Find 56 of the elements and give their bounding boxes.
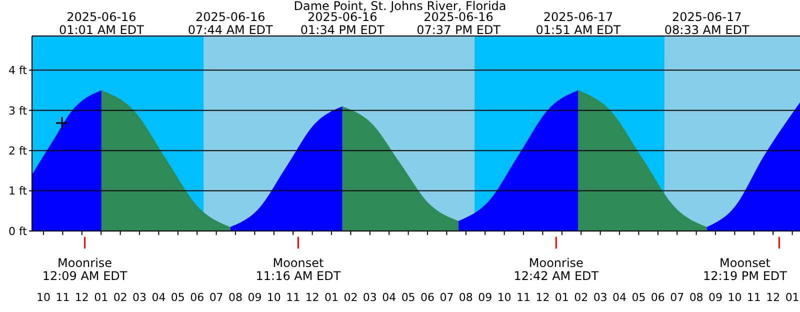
- x-tick-label: 02: [344, 290, 358, 304]
- x-tick-label: 01: [554, 290, 569, 304]
- x-tick-label: 09: [248, 290, 262, 304]
- x-tick-label: 06: [190, 290, 204, 304]
- x-tick-label: 11: [746, 290, 761, 304]
- x-tick-label: 08: [228, 290, 243, 304]
- x-tick-label: 04: [612, 290, 627, 304]
- x-tick-label: 10: [728, 290, 742, 304]
- x-tick-label: 07: [670, 290, 684, 304]
- x-tick-label: 08: [689, 290, 704, 304]
- x-tick-label: 03: [362, 290, 377, 304]
- x-tick-label: 03: [593, 290, 608, 304]
- x-tick-label: 01: [785, 290, 800, 304]
- y-tick-label: 2 ft: [8, 144, 28, 158]
- x-tick-label: 10: [497, 290, 512, 304]
- x2-tick-label: 2025-06-16 01:34 PM EDT: [300, 10, 384, 37]
- x-tick-label: 07: [209, 290, 224, 304]
- x-tick-label: 06: [420, 290, 435, 304]
- x-tick-label: 11: [516, 290, 531, 304]
- x-tick-label: 02: [574, 290, 588, 304]
- x2-tick-label: 2025-06-17 08:33 AM EDT: [663, 10, 750, 37]
- x-tick-label: 12: [766, 290, 780, 304]
- x-tick-label: 09: [478, 290, 492, 304]
- x-tick-label: 07: [440, 290, 454, 304]
- x-tick-label: 02: [113, 290, 128, 304]
- x-tick-label: 06: [650, 290, 665, 304]
- x-tick-label: 03: [132, 290, 147, 304]
- x-tick-label: 12: [536, 290, 550, 304]
- x-tick-label: 11: [286, 290, 300, 304]
- ref-line-label: Moonset 12:19 PM EDT: [702, 256, 788, 283]
- x-tick-label: 10: [36, 290, 51, 304]
- ref-line-label: Moonrise 12:09 AM EDT: [41, 256, 128, 283]
- y-tick-label: 4 ft: [8, 64, 28, 78]
- chart-title: Dame Point, St. Johns River, Florida: [294, 0, 506, 13]
- x-tick-label: 01: [324, 290, 339, 304]
- x2-tick-label: 2025-06-16 07:37 PM EDT: [416, 10, 501, 37]
- ref-line-label: Moonrise 12:42 AM EDT: [512, 256, 600, 283]
- x-tick-label: 12: [305, 290, 320, 304]
- x-tick-label: 04: [152, 290, 166, 304]
- x-tick-label: 08: [458, 290, 473, 304]
- x-tick-label: 04: [382, 290, 396, 304]
- y-tick-label: 0 ft: [8, 224, 28, 238]
- y-tick-label: 3 ft: [8, 104, 28, 118]
- x2-tick-label: 2025-06-17 01:51 AM EDT: [534, 10, 622, 37]
- x2-tick-label: 2025-06-16 07:44 AM EDT: [186, 10, 274, 37]
- x-tick-label: 09: [708, 290, 723, 304]
- x-tick-label: 01: [94, 290, 108, 304]
- ref-line-label: Moonset 11:16 AM EDT: [254, 256, 342, 283]
- x-tick-label: 11: [56, 290, 70, 304]
- x-tick-label: 10: [266, 290, 281, 304]
- y-tick-label: 1 ft: [8, 184, 28, 198]
- x-tick-label: 05: [632, 290, 646, 304]
- x-tick-label: 12: [74, 290, 89, 304]
- x2-tick-label: 2025-06-16 01:01 AM EDT: [58, 10, 145, 37]
- x-tick-label: 05: [170, 290, 185, 304]
- x-tick-label: 05: [401, 290, 416, 304]
